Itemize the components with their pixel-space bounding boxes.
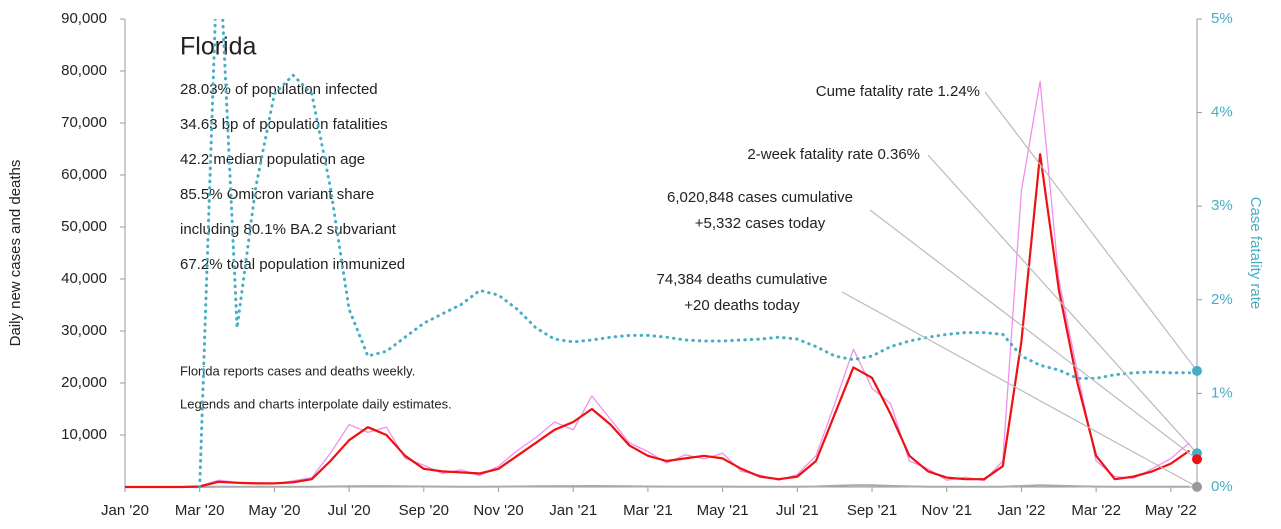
- x-tick-label: Nov '20: [473, 502, 523, 519]
- x-tick-label: Jul '21: [776, 502, 819, 519]
- x-tick-label: May '22: [1145, 502, 1197, 519]
- x-tick-label: Sep '21: [847, 502, 897, 519]
- series-line: [125, 153, 1191, 489]
- x-tick-label: Jan '20: [101, 502, 149, 519]
- note: Florida reports cases and deaths weekly.: [180, 363, 415, 378]
- x-tick-label: Jul '20: [328, 502, 371, 519]
- y2-tick-label: 2%: [1211, 291, 1233, 308]
- y-tick-label: 30,000: [61, 322, 107, 339]
- x-tick-label: Jan '21: [549, 502, 597, 519]
- note: Legends and charts interpolate daily est…: [180, 396, 452, 411]
- x-tick-label: Mar '21: [623, 502, 673, 519]
- info-line: 67.2% total population immunized: [180, 256, 405, 273]
- annotation-text: +5,332 cases today: [695, 215, 826, 232]
- info-line: 34.63 bp of population fatalities: [180, 116, 388, 133]
- y-tick-label: 10,000: [61, 426, 107, 443]
- leader-line: [984, 91, 1198, 372]
- y-tick-label: 90,000: [61, 10, 107, 27]
- y-tick-label: 70,000: [61, 114, 107, 131]
- info-line: 85.5% Omicron variant share: [180, 186, 374, 203]
- y2-tick-label: 4%: [1211, 104, 1233, 121]
- x-tick-label: Mar '22: [1071, 502, 1121, 519]
- annotation-text: +20 deaths today: [684, 297, 800, 314]
- y-tick-label: 60,000: [61, 166, 107, 183]
- y2-tick-label: 5%: [1211, 10, 1233, 27]
- y-axis-title: Daily new cases and deaths: [7, 160, 24, 347]
- y2-axis-title: Case fatality rate: [1247, 197, 1264, 310]
- info-line: including 80.1% BA.2 subvariant: [180, 221, 397, 238]
- leader-line: [841, 291, 1198, 488]
- end-marker: [1192, 454, 1202, 465]
- chart-title: Florida: [180, 33, 257, 61]
- x-tick-label: May '21: [697, 502, 749, 519]
- x-tick-label: Mar '20: [175, 502, 225, 519]
- series-line: [198, 19, 1191, 489]
- x-tick-label: Nov '21: [922, 502, 972, 519]
- end-marker: [1192, 481, 1202, 492]
- annotation-text: Cume fatality rate 1.24%: [816, 83, 980, 100]
- y-tick-label: 40,000: [61, 270, 107, 287]
- leader-line: [869, 209, 1198, 460]
- series-line: [125, 484, 1190, 488]
- y2-tick-label: 1%: [1211, 384, 1233, 401]
- y-tick-label: 50,000: [61, 218, 107, 235]
- annotation-text: 74,384 deaths cumulative: [657, 271, 828, 288]
- leader-line: [927, 154, 1198, 454]
- info-line: 42.2 median population age: [180, 151, 365, 168]
- x-tick-label: Sep '20: [399, 502, 449, 519]
- y-tick-label: 80,000: [61, 62, 107, 79]
- y-tick-label: 20,000: [61, 374, 107, 391]
- y2-tick-label: 3%: [1211, 197, 1233, 214]
- x-tick-label: May '20: [248, 502, 300, 519]
- annotation-text: 6,020,848 cases cumulative: [667, 189, 853, 206]
- plot-area: [125, 19, 1191, 489]
- end-marker: [1192, 365, 1202, 376]
- x-tick-label: Jan '22: [997, 502, 1045, 519]
- y2-tick-label: 0%: [1211, 478, 1233, 495]
- annotation-text: 2-week fatality rate 0.36%: [747, 146, 920, 163]
